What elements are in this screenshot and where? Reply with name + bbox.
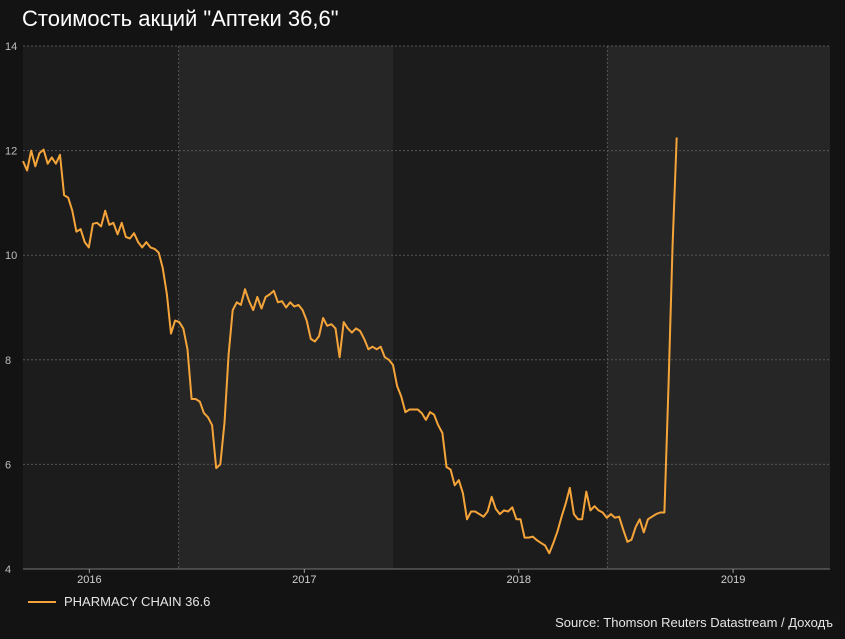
y-tick-label: 8 bbox=[5, 355, 11, 367]
grid-lines bbox=[23, 45, 830, 570]
x-tick-label: 2016 bbox=[77, 574, 101, 586]
x-tick-label: 2017 bbox=[292, 574, 316, 586]
chart-title: Стоимость акций "Аптеки 36,6" bbox=[22, 6, 339, 31]
y-axis-ticks: 4 6 8 10 12 14 bbox=[5, 41, 17, 576]
shaded-band bbox=[607, 46, 830, 569]
y-tick-label: 12 bbox=[5, 146, 17, 158]
legend: PHARMACY CHAIN 36.6 bbox=[28, 594, 210, 609]
y-tick-label: 14 bbox=[5, 41, 17, 53]
legend-swatch bbox=[28, 600, 56, 603]
series-layer bbox=[22, 137, 678, 555]
shaded-bands bbox=[23, 46, 830, 569]
x-tick-label: 2018 bbox=[506, 574, 530, 586]
y-tick-label: 6 bbox=[5, 459, 11, 471]
source-note: Source: Thomson Reuters Datastream / Дох… bbox=[555, 615, 833, 630]
y-tick-label: 10 bbox=[5, 250, 17, 262]
series-line-pharmacy-chain bbox=[22, 137, 678, 555]
y-tick-label: 4 bbox=[5, 564, 11, 576]
x-tick-label: 2019 bbox=[721, 574, 745, 586]
x-axis-ticks: 2016 2017 2018 2019 bbox=[77, 569, 745, 586]
legend-label: PHARMACY CHAIN 36.6 bbox=[64, 594, 211, 609]
